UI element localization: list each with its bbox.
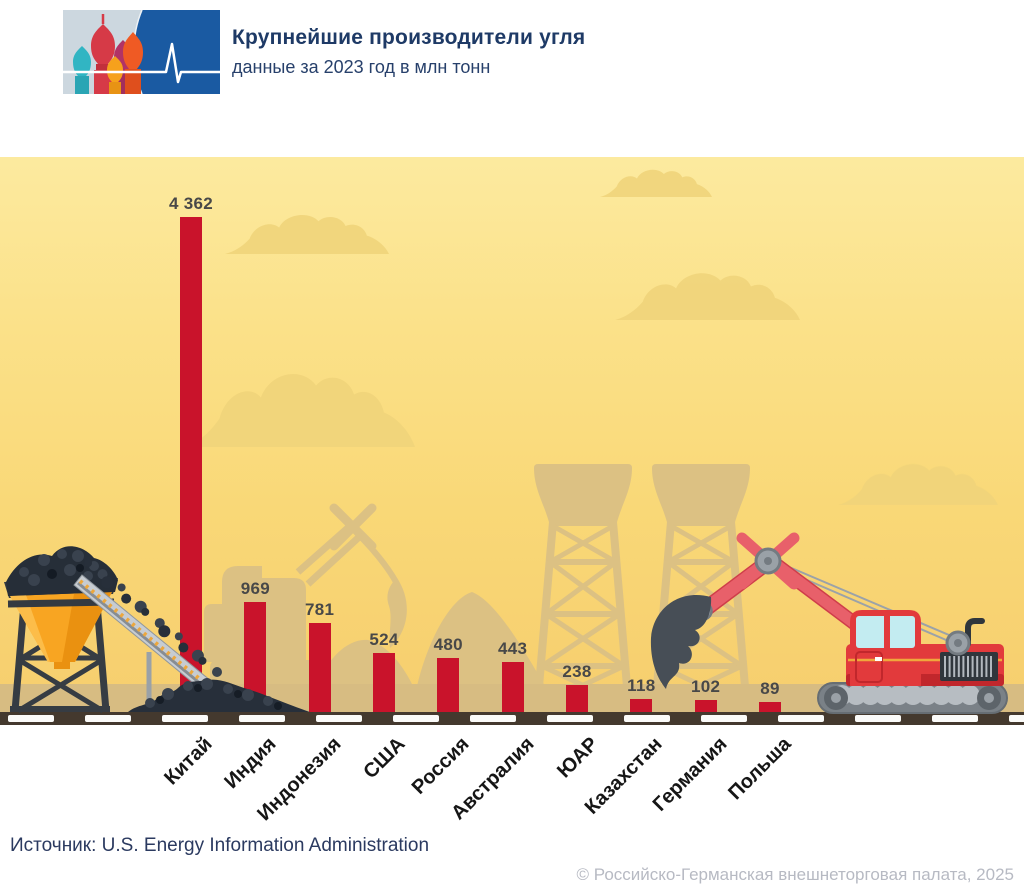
- bar: [758, 702, 781, 712]
- header: Крупнейшие производители угля данные за …: [232, 26, 585, 78]
- copyright-note: © Российско-Германская внешнеторговая па…: [576, 865, 1014, 884]
- bar-value-label: 443: [498, 639, 528, 658]
- clamshell-bucket-icon: [650, 594, 712, 689]
- page-title: Крупнейшие производители угля: [232, 26, 586, 49]
- bar-value-label: 238: [562, 662, 592, 681]
- bar: [437, 658, 460, 712]
- bar: [180, 217, 202, 712]
- road-dashes: [8, 715, 1024, 722]
- bar-value-label: 969: [240, 579, 270, 598]
- bar: [565, 685, 588, 712]
- source-note: Источник: U.S. Energy Information Admini…: [10, 835, 430, 856]
- chamber-logo: [63, 9, 220, 95]
- bar-value-label: 89: [760, 679, 780, 698]
- bar-value-label: 118: [627, 676, 656, 695]
- coal-pile: [128, 678, 310, 712]
- bar-value-label: 480: [433, 635, 463, 654]
- bar: [244, 602, 267, 712]
- page-subtitle: данные за 2023 год в млн тонн: [232, 57, 491, 77]
- bar-value-label: 102: [690, 677, 721, 696]
- conveyor-belt: [73, 559, 229, 711]
- bar: [694, 700, 717, 712]
- bar-value-label: 781: [305, 600, 335, 619]
- bar: [308, 623, 331, 712]
- bar: [501, 662, 524, 712]
- bar-value-label: 524: [369, 630, 399, 649]
- bar: [372, 653, 395, 712]
- cathedral-domes-icon: [73, 14, 143, 94]
- crane-excavator: [650, 532, 1008, 714]
- bar: [630, 699, 653, 712]
- chamber-logo-graphic: [63, 9, 220, 95]
- bar-value-label: 4 362: [168, 194, 214, 213]
- heartbeat-line-icon: [63, 42, 220, 84]
